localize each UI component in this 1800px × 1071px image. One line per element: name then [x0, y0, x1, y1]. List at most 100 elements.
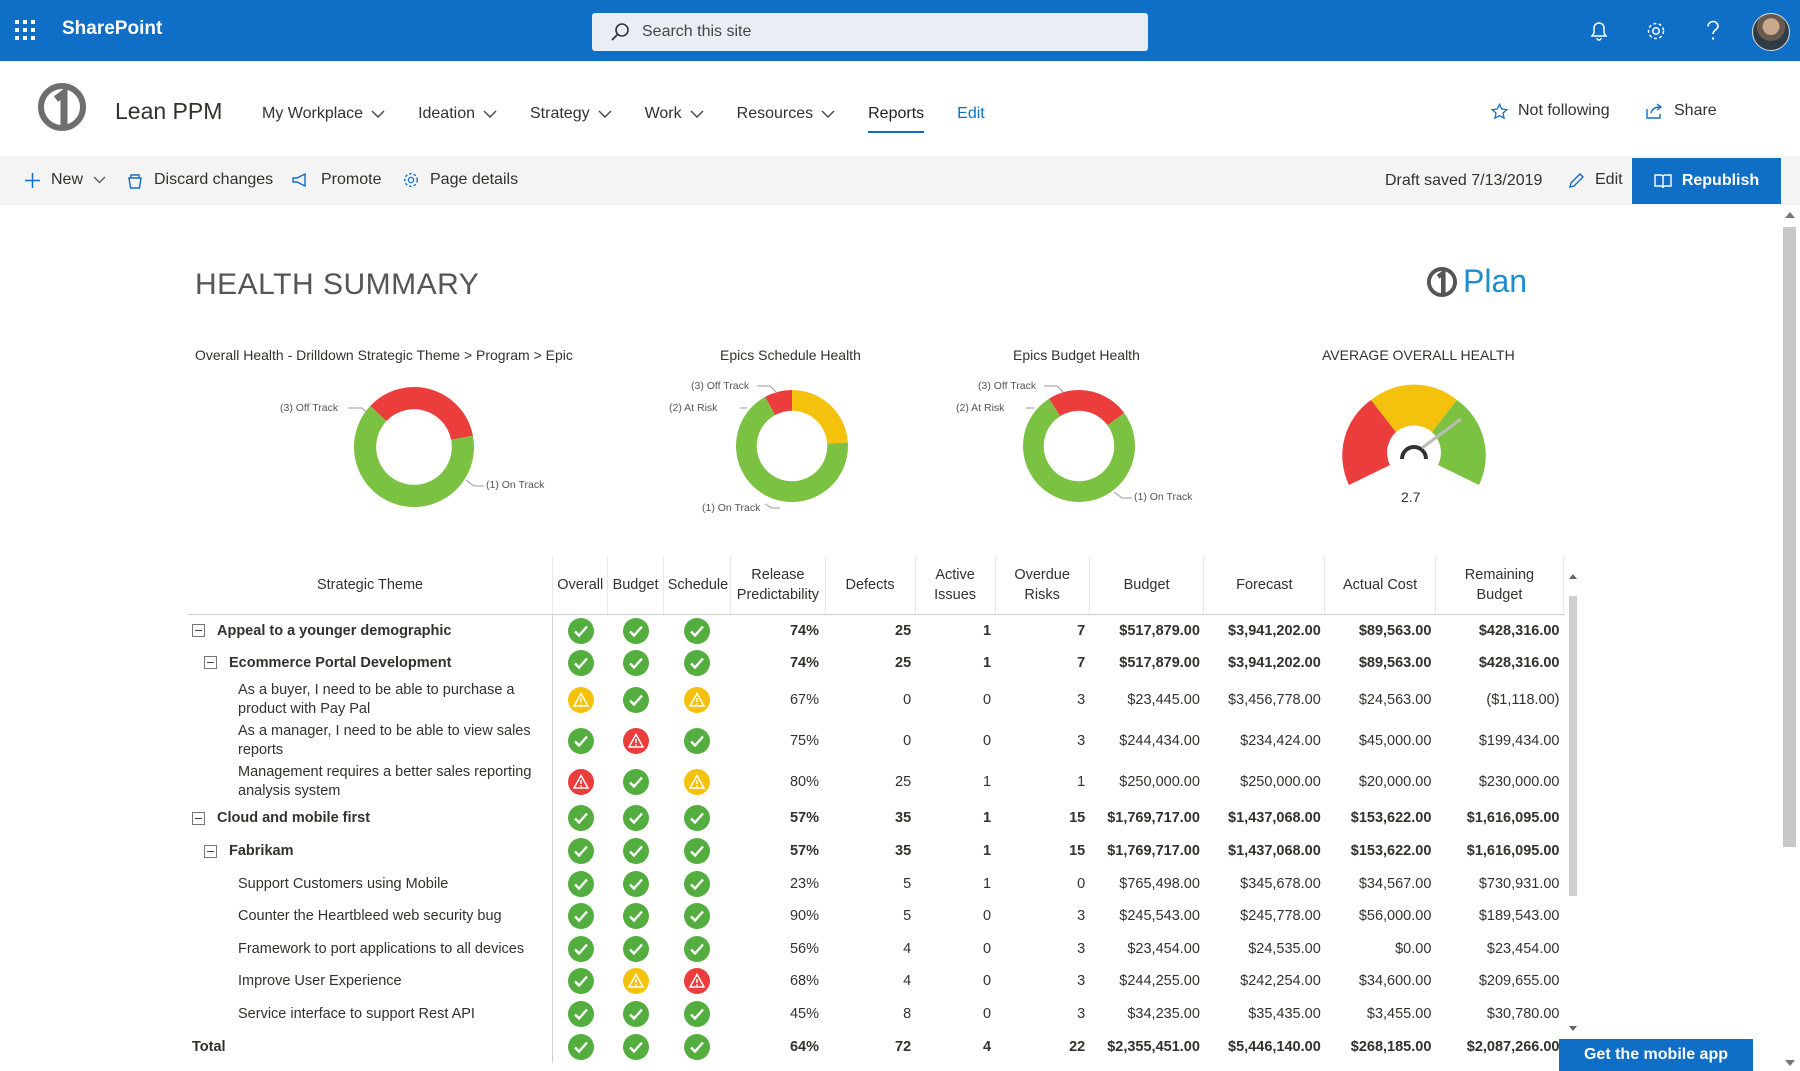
settings-gear-icon[interactable]: [1643, 18, 1669, 44]
site-name[interactable]: Lean PPM: [115, 98, 223, 124]
donut-slice-on-track[interactable]: [736, 396, 848, 502]
donut-slice-at-risk[interactable]: [1079, 390, 1125, 426]
new-label: New: [51, 171, 84, 188]
col-schedule[interactable]: Schedule: [663, 556, 732, 615]
collapse-toggle-icon[interactable]: [204, 844, 217, 858]
search-input[interactable]: [642, 23, 1122, 41]
share-button[interactable]: Share: [1646, 102, 1717, 120]
active-issues-cell: 1: [982, 843, 992, 860]
promote-button[interactable]: Promote: [292, 171, 381, 189]
discard-changes-button[interactable]: Discard changes: [126, 171, 273, 189]
status-warning-icon: [684, 768, 710, 795]
col-release-predictability[interactable]: Release Predictability: [730, 556, 826, 615]
get-mobile-app-button[interactable]: Get the mobile app: [1559, 1039, 1753, 1071]
draft-status: Draft saved 7/13/2019: [1385, 172, 1543, 189]
nav-ideation[interactable]: Ideation: [418, 102, 497, 126]
budget-amount-cell: $34,235.00: [1127, 1006, 1200, 1023]
help-question-icon[interactable]: [1700, 18, 1726, 44]
nav-my-workplace[interactable]: My Workplace: [262, 102, 385, 126]
col-strategic-theme[interactable]: Strategic Theme: [188, 556, 554, 615]
donut-slice-off-track[interactable]: [370, 387, 473, 440]
status-check-icon: [622, 617, 649, 644]
notifications-bell-icon[interactable]: [1586, 18, 1612, 44]
col-budget-amount[interactable]: Budget: [1089, 556, 1205, 615]
table-row[interactable]: As a buyer, I need to be able to purchas…: [188, 679, 1564, 721]
collapse-toggle-icon[interactable]: [204, 656, 217, 670]
overall-health-donut[interactable]: [352, 385, 476, 509]
table-scrollbar[interactable]: [1566, 556, 1580, 1036]
table-row[interactable]: Framework to port applications to all de…: [188, 932, 1564, 966]
status-alert-icon: [567, 768, 594, 795]
discard-icon: [128, 173, 142, 189]
donut-slice-off-track[interactable]: [765, 390, 792, 416]
nav-strategy[interactable]: Strategy: [530, 102, 612, 126]
col-defects[interactable]: Defects: [825, 556, 916, 615]
donut-slice-at-risk[interactable]: [792, 390, 848, 444]
table-row[interactable]: Support Customers using Mobile 23% 5 1 0 $765…: [188, 867, 1564, 900]
budget-status-cell: [608, 965, 663, 998]
donut-slice-on-track[interactable]: [1023, 398, 1135, 502]
total-row[interactable]: Total 64% 72 4 22 $2,355,451.00 $5,446,140.00 $…: [188, 1030, 1564, 1063]
table-row[interactable]: Service interface to support Rest API 45%…: [188, 997, 1564, 1031]
actual-cost-cell: $153,622.00: [1350, 843, 1432, 860]
defects-cell: 8: [903, 1006, 912, 1023]
republish-button[interactable]: Republish: [1632, 158, 1781, 204]
table-row[interactable]: Appeal to a younger demographic 74% 25 1 7 $5…: [188, 614, 1564, 647]
collapse-toggle-icon[interactable]: [192, 811, 205, 825]
forecast-cell: $5,446,140.00: [1228, 1038, 1321, 1055]
nav-resources[interactable]: Resources: [737, 102, 835, 126]
col-remaining-budget[interactable]: Remaining Budget: [1435, 556, 1565, 615]
table-row[interactable]: Management requires a better sales repor…: [188, 761, 1564, 803]
collapse-toggle-icon[interactable]: [192, 624, 205, 638]
release-predictability-cell: 45%: [789, 1006, 820, 1023]
scroll-down-arrow[interactable]: [1785, 1060, 1795, 1066]
table-row[interactable]: Improve User Experience 68% 4 0 3 $244,255.00…: [188, 965, 1564, 998]
user-avatar[interactable]: [1752, 13, 1790, 51]
nav-reports[interactable]: Reports: [868, 102, 925, 133]
release-predictability-cell: 75%: [789, 732, 820, 749]
status-warning-icon: [622, 968, 649, 995]
nav-edit-link[interactable]: Edit: [957, 102, 985, 126]
nav-work[interactable]: Work: [645, 102, 704, 126]
col-overall[interactable]: Overall: [552, 556, 609, 615]
gauge-hub: [1400, 445, 1428, 460]
remaining-budget-cell: $730,931.00: [1478, 875, 1560, 892]
follow-button[interactable]: Not following: [1491, 102, 1610, 120]
release-predictability-cell: 74%: [789, 622, 820, 639]
search-box[interactable]: [592, 13, 1148, 51]
schedule-status-cell: [663, 614, 731, 647]
budget-health-donut[interactable]: [1021, 388, 1137, 504]
donut-slice-on-track[interactable]: [354, 405, 474, 507]
average-health-gauge[interactable]: [1336, 376, 1492, 494]
donut-slice-off-track[interactable]: [1048, 390, 1079, 417]
col-actual-cost[interactable]: Actual Cost: [1324, 556, 1436, 615]
app-launcher-icon[interactable]: [14, 19, 36, 41]
budget-health-title: Epics Budget Health: [1013, 347, 1140, 363]
col-forecast[interactable]: Forecast: [1203, 556, 1326, 615]
scrollbar-thumb[interactable]: [1783, 227, 1796, 847]
row-label: Service interface to support Rest API: [238, 1006, 475, 1023]
table-scroll-down-arrow[interactable]: [1569, 1026, 1577, 1031]
page-details-button[interactable]: Page details: [402, 171, 518, 189]
schedule-health-donut[interactable]: [734, 388, 850, 504]
site-logo-icon[interactable]: [36, 81, 88, 133]
edit-button[interactable]: Edit: [1568, 171, 1623, 189]
actual-cost-cell: $89,563.00: [1358, 654, 1432, 671]
overdue-risks-cell: 15: [1069, 843, 1086, 860]
table-row[interactable]: Fabrikam 57% 35 1 15 $1,769,717.00 $1,437,068.…: [188, 834, 1564, 868]
table-scroll-up-arrow[interactable]: [1569, 574, 1577, 579]
table-row[interactable]: Counter the Heartbleed web security bug 9…: [188, 899, 1564, 933]
new-button[interactable]: New: [24, 171, 116, 189]
release-predictability-cell: 80%: [789, 773, 820, 790]
table-scrollbar-thumb[interactable]: [1569, 596, 1577, 896]
table-row[interactable]: Ecommerce Portal Development 74% 25 1 7 $517,…: [188, 646, 1564, 680]
budget-status-cell: [608, 998, 663, 1031]
col-active-issues[interactable]: Active Issues: [915, 556, 996, 615]
sharepoint-brand[interactable]: SharePoint: [62, 18, 163, 39]
table-row[interactable]: Cloud and mobile first 57% 35 1 15 $1,769,717…: [188, 802, 1564, 835]
table-row[interactable]: As a manager, I need to be able to view …: [188, 720, 1564, 762]
col-overdue-risks[interactable]: Overdue Risks: [995, 556, 1090, 615]
page-scrollbar[interactable]: [1779, 207, 1800, 1071]
col-budget-status[interactable]: Budget: [607, 556, 664, 615]
scroll-up-arrow[interactable]: [1785, 212, 1795, 218]
